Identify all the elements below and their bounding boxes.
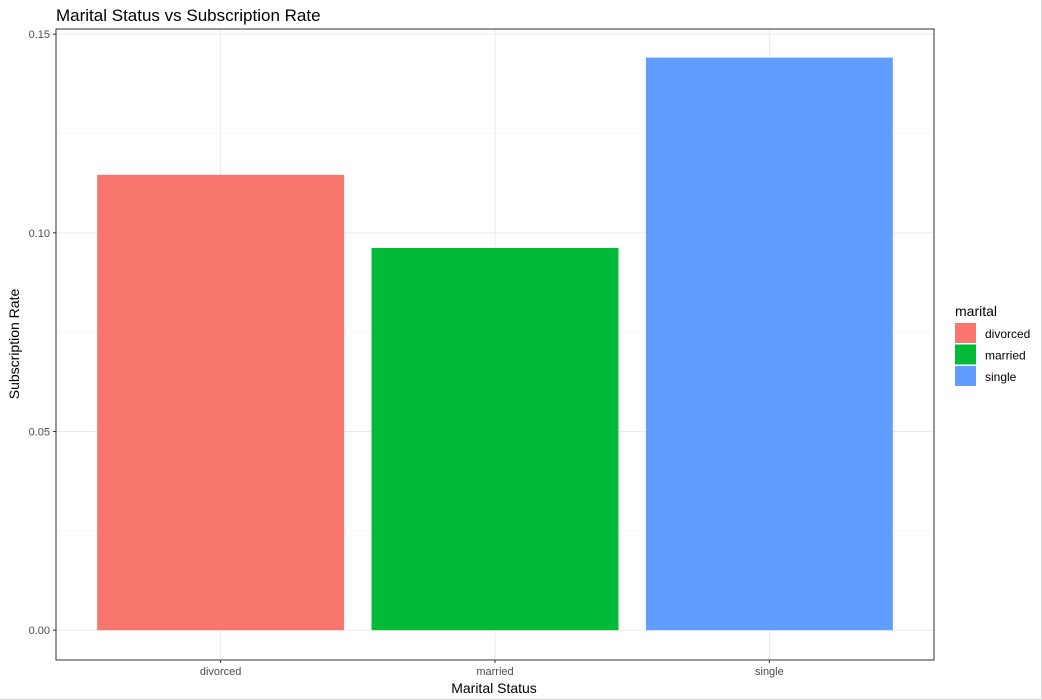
y-tick-label: 0.10	[29, 228, 50, 240]
y-tick-label: 0.15	[29, 29, 50, 41]
legend-swatch-married	[955, 344, 976, 365]
y-tick-label: 0.05	[29, 427, 50, 439]
legend-swatch-divorced	[955, 323, 976, 343]
legend: marital divorced married single	[955, 303, 1030, 386]
bars	[97, 57, 893, 631]
x-tick-label: married	[476, 666, 513, 678]
legend-label-divorced: divorced	[985, 327, 1030, 341]
x-axis-title: Marital Status	[451, 680, 537, 696]
legend-swatch-single	[955, 366, 976, 386]
axes: 0.00 0.05 0.10 0.15 divorced married single	[29, 29, 784, 678]
y-tick-label: 0.00	[29, 625, 50, 637]
legend-title: marital	[955, 303, 997, 319]
chart-title: Marital Status vs Subscription Rate	[56, 6, 321, 25]
x-tick-label: divorced	[200, 666, 242, 678]
legend-items: divorced married single	[955, 323, 1030, 386]
bar-married	[371, 247, 619, 631]
legend-label-single: single	[985, 370, 1017, 384]
legend-label-married: married	[985, 349, 1026, 363]
y-axis-title: Subscription Rate	[6, 289, 22, 400]
x-tick-label: single	[755, 666, 784, 678]
bar-divorced	[97, 174, 345, 631]
bar-single	[645, 57, 893, 631]
